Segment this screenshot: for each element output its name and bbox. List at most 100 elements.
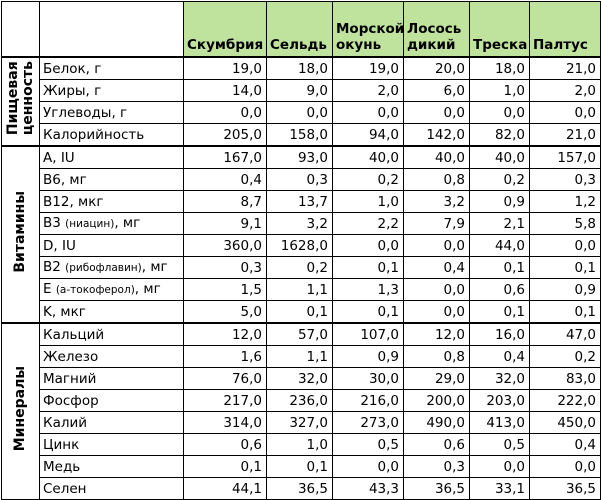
value-cell: 32,0	[266, 367, 333, 390]
value-cell: 0,0	[469, 455, 530, 478]
row-label: Калий	[39, 411, 184, 434]
value-cell: 222,0	[529, 389, 601, 412]
value-cell: 413,0	[469, 411, 530, 434]
value-cell: 142,0	[403, 123, 470, 147]
column-header-mackerel: Скумбрия	[183, 1, 267, 58]
row-label: Белок, г	[39, 56, 184, 80]
group-label: Витамины	[12, 190, 28, 273]
row-label-text: E	[43, 281, 52, 297]
value-cell: 44,1	[183, 477, 267, 500]
value-cell: 0,9	[332, 345, 404, 368]
value-cell: 0,0	[332, 101, 404, 124]
value-cell: 1,3	[332, 278, 404, 301]
column-header-halibut: Палтус	[529, 1, 601, 58]
value-cell: 0,4	[469, 345, 530, 368]
table-row: Цинк 0,6 1,0 0,5 0,6 0,5 0,4	[2, 433, 601, 456]
row-label: B3 (ниацин), мг	[39, 212, 184, 235]
value-cell: 1,5	[183, 278, 267, 301]
row-label-text: B3	[43, 215, 61, 231]
value-cell: 0,0	[529, 101, 601, 124]
row-label-text: Фосфор	[43, 392, 99, 409]
value-cell: 0,0	[403, 300, 470, 324]
row-label-unit: , мг	[134, 281, 161, 297]
row-label-unit: , мг	[141, 259, 168, 275]
row-label-text: Кальций	[43, 326, 105, 343]
value-cell: 0,3	[403, 455, 470, 478]
value-cell: 2,1	[469, 212, 530, 235]
value-cell: 0,2	[332, 168, 404, 191]
row-label: Углеводы, г	[39, 101, 184, 124]
value-cell: 0,3	[183, 256, 267, 279]
value-cell: 0,4	[529, 433, 601, 456]
value-cell: 40,0	[332, 145, 404, 169]
value-cell: 18,0	[266, 56, 333, 80]
value-cell: 167,0	[183, 145, 267, 169]
value-cell: 1,2	[529, 190, 601, 213]
value-cell: 0,1	[332, 300, 404, 324]
value-cell: 107,0	[332, 322, 404, 346]
value-cell: 450,0	[529, 411, 601, 434]
value-cell: 0,5	[469, 433, 530, 456]
row-label-text: Магний	[43, 370, 97, 387]
row-label: Магний	[39, 367, 184, 390]
value-cell: 3,2	[403, 190, 470, 213]
row-label-unit: , мг	[114, 215, 141, 231]
row-label-text: Белок, г	[43, 60, 102, 77]
group-label-cell: Витамины	[1, 145, 40, 324]
value-cell: 0,0	[183, 101, 267, 124]
column-header-herring: Сельдь	[266, 1, 333, 58]
row-label-text: D, IU	[43, 237, 76, 254]
value-cell: 0,0	[403, 234, 470, 257]
value-cell: 0,9	[469, 190, 530, 213]
column-header-wild-salmon: Лосось дикий	[403, 1, 470, 58]
value-cell: 1,6	[183, 345, 267, 368]
table-row: B3 (ниацин), мг 9,1 3,2 2,2 7,9 2,1 5,8	[2, 212, 601, 235]
value-cell: 83,0	[529, 367, 601, 390]
table-row: Железо 1,6 1,1 0,9 0,8 0,4 0,2	[2, 345, 601, 368]
value-cell: 0,4	[183, 168, 267, 191]
row-label-text: Углеводы, г	[43, 104, 128, 121]
value-cell: 157,0	[529, 145, 601, 169]
column-header-sea-bass: Морской окунь	[332, 1, 404, 58]
group-label-cell: Пищевая ценность	[1, 56, 40, 147]
value-cell: 43,3	[332, 477, 404, 500]
table-row: K, мкг 5,0 0,1 0,1 0,0 0,1 0,1	[2, 300, 601, 324]
header-row: Скумбрия Сельдь Морской окунь Лосось дик…	[1, 1, 601, 58]
value-cell: 3,2	[266, 212, 333, 235]
row-label-text: Калий	[43, 414, 88, 431]
row-label-note: (рибофлавин)	[65, 262, 142, 274]
row-label: Кальций	[39, 322, 184, 346]
value-cell: 44,0	[469, 234, 530, 257]
row-label: E (a-токоферол), мг	[39, 278, 184, 301]
value-cell: 1,1	[266, 278, 333, 301]
value-cell: 2,2	[332, 212, 404, 235]
table-row: Фосфор 217,0 236,0 216,0 200,0 203,0 222,0	[2, 389, 601, 412]
value-cell: 8,7	[183, 190, 267, 213]
row-label-text: Железо	[43, 348, 99, 365]
value-cell: 1,0	[469, 79, 530, 102]
value-cell: 13,7	[266, 190, 333, 213]
table-row: B6, мг 0,4 0,3 0,2 0,8 0,2 0,3	[2, 168, 601, 191]
row-label: Жиры, г	[39, 79, 184, 102]
value-cell: 21,0	[529, 123, 601, 147]
value-cell: 490,0	[403, 411, 470, 434]
value-cell: 19,0	[332, 56, 404, 80]
value-cell: 0,4	[403, 256, 470, 279]
row-label: D, IU	[39, 234, 184, 257]
value-cell: 0,5	[332, 433, 404, 456]
value-cell: 9,1	[183, 212, 267, 235]
value-cell: 36,5	[529, 477, 601, 500]
value-cell: 236,0	[266, 389, 333, 412]
row-label: B6, мг	[39, 168, 184, 191]
row-label-text: Калорийность	[43, 126, 145, 143]
value-cell: 21,0	[529, 56, 601, 80]
group-label: Пищевая ценность	[4, 61, 36, 136]
value-cell: 0,0	[403, 278, 470, 301]
row-label: K, мкг	[39, 300, 184, 324]
row-label-text: Жиры, г	[43, 82, 102, 99]
value-cell: 0,8	[403, 168, 470, 191]
row-label-text: Цинк	[43, 436, 80, 453]
value-cell: 29,0	[403, 367, 470, 390]
table-row: B2 (рибофлавин), мг 0,3 0,2 0,1 0,4 0,1 0,1	[2, 256, 601, 279]
value-cell: 32,0	[469, 367, 530, 390]
